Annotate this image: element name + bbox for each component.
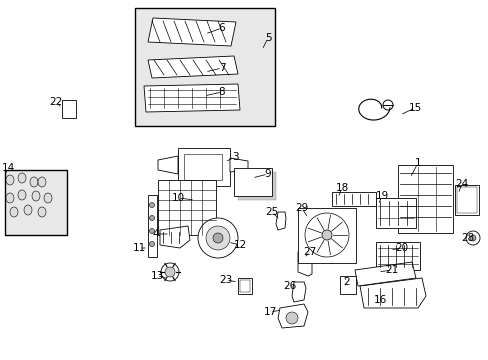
Bar	[234, 168, 271, 196]
Ellipse shape	[32, 191, 40, 201]
Text: 7: 7	[218, 63, 225, 73]
Polygon shape	[229, 158, 247, 172]
Polygon shape	[291, 282, 305, 302]
Text: 14: 14	[1, 163, 15, 173]
Bar	[297, 208, 355, 263]
Circle shape	[382, 100, 392, 110]
Text: 11: 11	[132, 243, 145, 253]
Polygon shape	[297, 252, 311, 276]
Text: 12: 12	[233, 240, 246, 250]
Circle shape	[469, 235, 475, 241]
Bar	[62, 100, 76, 118]
Bar	[238, 278, 251, 294]
Bar	[456, 187, 476, 213]
Bar	[375, 242, 419, 270]
Text: 3: 3	[231, 152, 238, 162]
Bar	[238, 172, 275, 200]
Text: 4: 4	[152, 229, 159, 239]
Circle shape	[164, 267, 175, 277]
Ellipse shape	[38, 207, 46, 217]
Text: 20: 20	[395, 243, 408, 253]
Ellipse shape	[6, 175, 14, 185]
Bar	[148, 195, 157, 257]
Text: 21: 21	[385, 265, 398, 275]
Polygon shape	[148, 56, 238, 78]
Text: 26: 26	[283, 281, 296, 291]
Text: 18: 18	[335, 183, 348, 193]
Bar	[135, 8, 274, 126]
Bar	[339, 276, 355, 294]
Text: 25: 25	[265, 207, 278, 217]
Bar	[183, 154, 222, 180]
Text: 24: 24	[454, 179, 468, 189]
Text: 22: 22	[49, 97, 62, 107]
Circle shape	[149, 216, 154, 220]
Text: 23: 23	[219, 275, 232, 285]
Polygon shape	[148, 18, 236, 46]
Text: 27: 27	[303, 247, 316, 257]
Text: 6: 6	[218, 23, 225, 33]
Text: 8: 8	[218, 87, 225, 97]
Circle shape	[465, 231, 479, 245]
Text: 13: 13	[150, 271, 163, 281]
Circle shape	[321, 230, 331, 240]
Ellipse shape	[24, 205, 32, 215]
Ellipse shape	[30, 177, 38, 187]
Text: 29: 29	[295, 203, 308, 213]
Circle shape	[149, 202, 154, 207]
Ellipse shape	[38, 177, 46, 187]
Ellipse shape	[10, 207, 18, 217]
Bar	[454, 185, 478, 215]
Ellipse shape	[44, 193, 52, 203]
Circle shape	[149, 229, 154, 234]
Circle shape	[198, 218, 238, 258]
Circle shape	[205, 226, 229, 250]
Circle shape	[161, 263, 179, 281]
Polygon shape	[354, 262, 415, 286]
Text: 9: 9	[264, 169, 271, 179]
Text: 16: 16	[373, 295, 386, 305]
Circle shape	[285, 312, 297, 324]
Polygon shape	[143, 84, 240, 112]
Circle shape	[149, 242, 154, 247]
Ellipse shape	[18, 173, 26, 183]
Text: 10: 10	[171, 193, 184, 203]
Text: 15: 15	[407, 103, 421, 113]
Polygon shape	[278, 304, 307, 328]
Bar	[397, 165, 452, 233]
Bar	[178, 148, 229, 186]
Bar	[240, 280, 249, 292]
Polygon shape	[160, 226, 190, 248]
Bar	[158, 180, 216, 235]
Text: 1: 1	[414, 158, 421, 168]
Polygon shape	[275, 212, 285, 230]
Text: 28: 28	[461, 233, 474, 243]
Ellipse shape	[18, 190, 26, 200]
Ellipse shape	[6, 193, 14, 203]
Circle shape	[213, 233, 223, 243]
Text: 17: 17	[263, 307, 276, 317]
Text: 5: 5	[264, 33, 271, 43]
Bar	[331, 192, 375, 206]
Text: 19: 19	[375, 191, 388, 201]
Bar	[5, 170, 67, 235]
Polygon shape	[359, 278, 425, 308]
Text: 2: 2	[343, 277, 349, 287]
Polygon shape	[158, 156, 178, 174]
Bar	[375, 198, 415, 228]
